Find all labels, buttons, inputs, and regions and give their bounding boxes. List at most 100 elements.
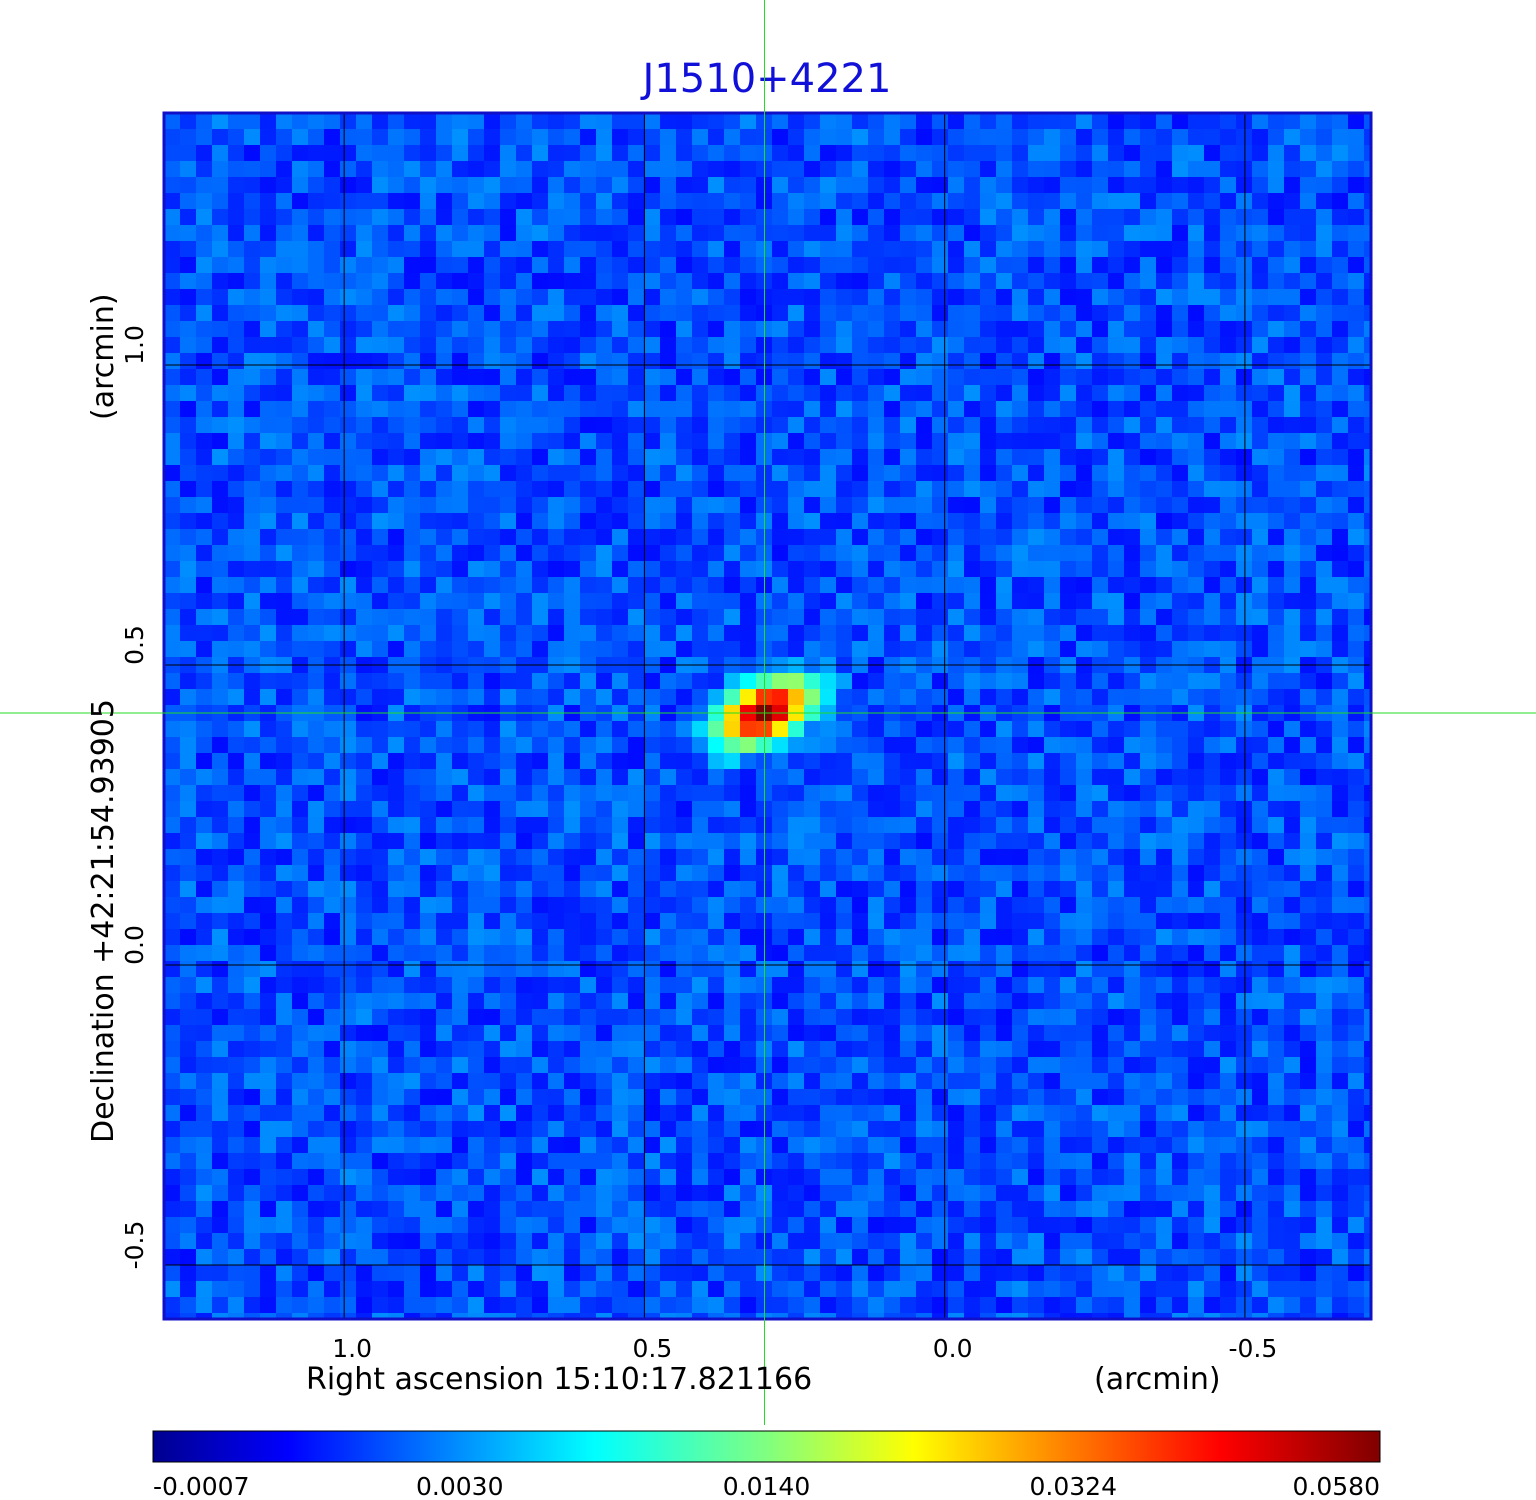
pixel <box>1316 545 1333 562</box>
pixel <box>644 833 661 850</box>
pixel <box>1028 305 1045 322</box>
pixel <box>1220 337 1237 354</box>
pixel <box>292 897 309 914</box>
pixel <box>948 1009 965 1026</box>
pixel <box>228 577 245 594</box>
pixel <box>708 385 725 402</box>
pixel <box>1076 609 1093 626</box>
pixel <box>580 1041 597 1058</box>
pixel <box>916 737 933 754</box>
pixel <box>564 817 581 834</box>
pixel <box>292 769 309 786</box>
pixel <box>1348 881 1365 898</box>
pixel <box>676 369 693 386</box>
pixel <box>1268 353 1285 370</box>
pixel <box>1284 113 1301 130</box>
pixel <box>340 529 357 546</box>
pixel <box>324 817 341 834</box>
pixel <box>340 257 357 274</box>
pixel <box>708 721 725 738</box>
pixel <box>1156 673 1173 690</box>
pixel <box>804 881 821 898</box>
pixel <box>1028 609 1045 626</box>
pixel <box>692 1121 709 1138</box>
pixel <box>820 785 837 802</box>
pixel <box>1076 929 1093 946</box>
pixel <box>932 801 949 818</box>
pixel <box>196 913 213 930</box>
pixel <box>260 177 277 194</box>
pixel <box>308 1057 325 1074</box>
pixel <box>852 945 869 962</box>
pixel <box>404 305 421 322</box>
pixel <box>1204 417 1221 434</box>
pixel <box>292 721 309 738</box>
pixel <box>1300 785 1317 802</box>
pixel <box>884 257 901 274</box>
pixel <box>852 417 869 434</box>
pixel <box>1076 641 1093 658</box>
pixel <box>1204 209 1221 226</box>
pixel <box>564 337 581 354</box>
pixel <box>1332 161 1349 178</box>
pixel <box>356 961 373 978</box>
pixel <box>468 801 485 818</box>
pixel <box>1060 753 1077 770</box>
pixel <box>1124 945 1141 962</box>
pixel <box>244 465 261 482</box>
pixel <box>948 721 965 738</box>
pixel <box>372 177 389 194</box>
pixel <box>932 177 949 194</box>
pixel <box>612 305 629 322</box>
pixel <box>1220 177 1237 194</box>
pixel <box>1140 1025 1157 1042</box>
pixel <box>1300 529 1317 546</box>
pixel <box>516 337 533 354</box>
pixel <box>1044 961 1061 978</box>
pixel <box>244 385 261 402</box>
pixel <box>1124 161 1141 178</box>
pixel <box>804 273 821 290</box>
pixel <box>500 721 517 738</box>
pixel <box>868 353 885 370</box>
pixel <box>436 513 453 530</box>
pixel <box>692 1137 709 1154</box>
pixel <box>1236 801 1253 818</box>
pixel <box>452 1105 469 1122</box>
pixel <box>260 673 277 690</box>
pixel <box>1044 801 1061 818</box>
pixel <box>772 225 789 242</box>
pixel <box>1252 1089 1269 1106</box>
pixel <box>1060 609 1077 626</box>
pixel <box>1188 817 1205 834</box>
pixel <box>980 833 997 850</box>
pixel <box>356 1057 373 1074</box>
pixel <box>820 961 837 978</box>
pixel <box>1172 193 1189 210</box>
pixel <box>484 977 501 994</box>
pixel <box>820 753 837 770</box>
pixel <box>228 721 245 738</box>
pixel <box>1236 433 1253 450</box>
pixel <box>308 497 325 514</box>
pixel <box>1268 689 1285 706</box>
pixel <box>516 737 533 754</box>
pixel <box>836 145 853 162</box>
pixel <box>836 993 853 1010</box>
pixel <box>980 129 997 146</box>
pixel <box>500 737 517 754</box>
pixel <box>708 673 725 690</box>
pixel <box>772 1089 789 1106</box>
pixel <box>1172 609 1189 626</box>
pixel <box>1108 641 1125 658</box>
pixel <box>708 529 725 546</box>
pixel <box>1060 1105 1077 1122</box>
pixel <box>516 433 533 450</box>
pixel <box>372 1073 389 1090</box>
pixel <box>804 689 821 706</box>
pixel <box>388 737 405 754</box>
pixel <box>1172 1057 1189 1074</box>
pixel <box>228 1009 245 1026</box>
pixel <box>1300 833 1317 850</box>
pixel <box>1092 577 1109 594</box>
